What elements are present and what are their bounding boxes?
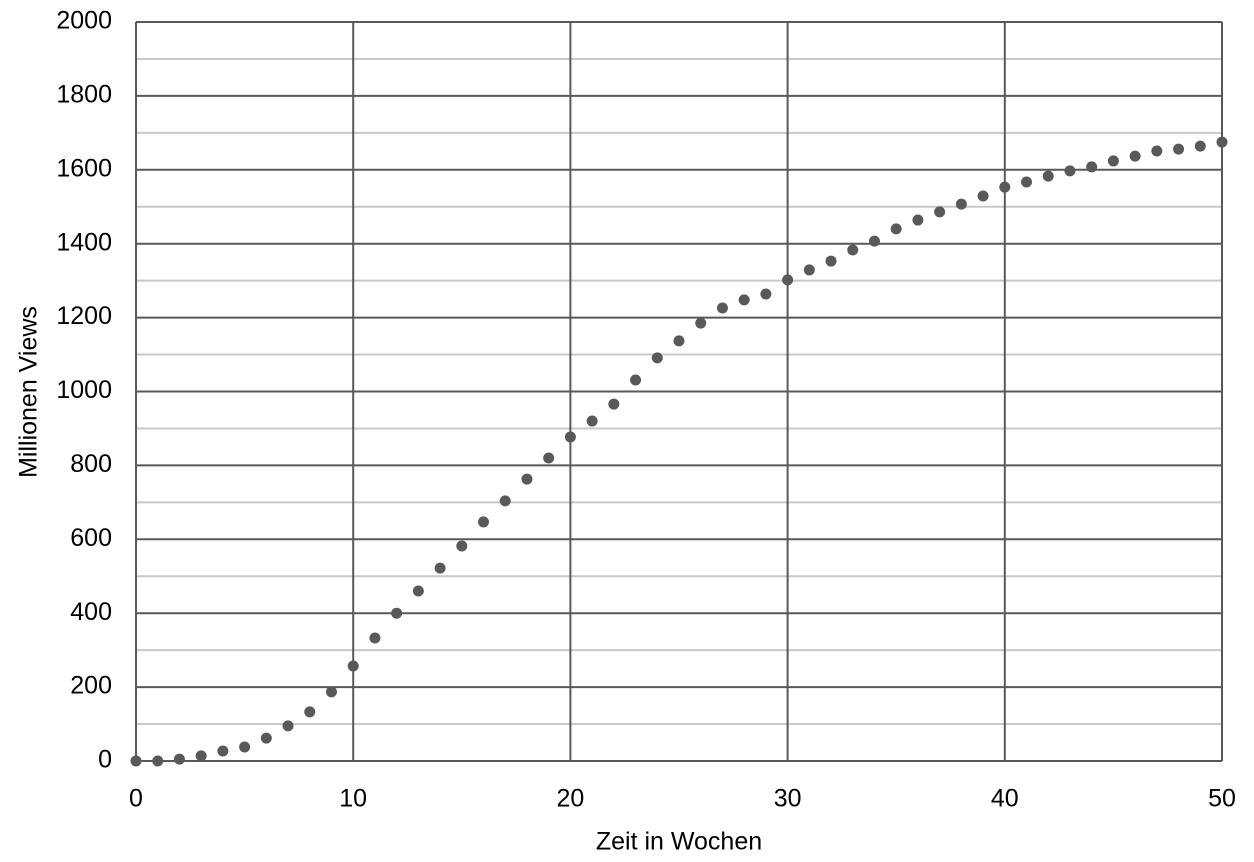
point xyxy=(412,585,424,597)
point xyxy=(369,632,381,644)
point xyxy=(1042,170,1054,182)
y-tick-label: 200 xyxy=(70,672,112,700)
y-tick-label: 1400 xyxy=(56,228,112,256)
point xyxy=(217,745,229,757)
x-tick-label: 20 xyxy=(556,785,584,813)
point xyxy=(543,452,555,464)
point xyxy=(955,198,967,210)
point xyxy=(130,755,142,767)
point xyxy=(304,706,316,718)
point xyxy=(282,720,294,732)
point xyxy=(630,374,642,386)
point xyxy=(1173,143,1185,155)
point xyxy=(803,264,815,276)
point xyxy=(934,206,946,218)
point xyxy=(173,753,185,765)
point xyxy=(1021,176,1033,188)
point xyxy=(456,540,468,552)
y-tick-label: 400 xyxy=(70,598,112,626)
point xyxy=(608,398,620,410)
y-tick-label: 1000 xyxy=(56,376,112,404)
x-tick-label: 50 xyxy=(1208,785,1236,813)
y-axis-label: Millionen Views xyxy=(15,306,43,478)
point xyxy=(239,741,251,753)
point xyxy=(1151,145,1163,157)
y-tick-label: 1200 xyxy=(56,302,112,330)
y-tick-label: 2000 xyxy=(56,7,112,35)
point xyxy=(499,495,511,507)
point xyxy=(391,607,403,619)
point xyxy=(260,732,272,744)
point xyxy=(152,755,164,767)
point xyxy=(434,562,446,574)
point xyxy=(999,181,1011,193)
point xyxy=(695,317,707,329)
y-tick-label: 1800 xyxy=(56,81,112,109)
point xyxy=(760,288,772,300)
point xyxy=(673,335,685,347)
y-tick-label: 800 xyxy=(70,450,112,478)
point xyxy=(1086,161,1098,173)
point xyxy=(1194,140,1206,152)
point xyxy=(890,223,902,235)
point xyxy=(912,214,924,226)
x-axis-label: Zeit in Wochen xyxy=(596,828,762,856)
point xyxy=(868,235,880,247)
x-tick-label: 0 xyxy=(129,785,143,813)
point xyxy=(1107,155,1119,167)
y-tick-label: 600 xyxy=(70,524,112,552)
point xyxy=(1064,165,1076,177)
y-tick-label: 0 xyxy=(98,746,112,774)
point xyxy=(847,244,859,256)
x-tick-label: 40 xyxy=(991,785,1019,813)
point xyxy=(1216,136,1228,148)
x-tick-label: 10 xyxy=(339,785,367,813)
point xyxy=(977,190,989,202)
point xyxy=(586,415,598,427)
y-tick-label: 1600 xyxy=(56,154,112,182)
point xyxy=(1129,150,1141,162)
point xyxy=(564,431,576,443)
point xyxy=(478,516,490,528)
point xyxy=(325,686,337,698)
point xyxy=(521,473,533,485)
point xyxy=(825,255,837,267)
x-tick-label: 30 xyxy=(774,785,802,813)
point xyxy=(738,294,750,306)
point xyxy=(716,302,728,314)
point xyxy=(195,750,207,762)
point xyxy=(347,660,359,672)
point xyxy=(651,352,663,364)
point xyxy=(782,274,794,286)
